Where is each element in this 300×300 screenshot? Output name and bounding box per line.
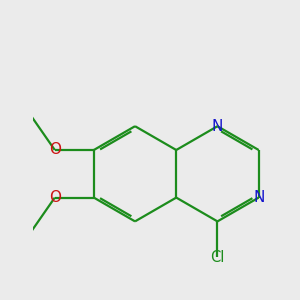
Text: O: O bbox=[49, 142, 61, 158]
Text: O: O bbox=[49, 190, 61, 205]
Text: Cl: Cl bbox=[210, 250, 225, 265]
Text: N: N bbox=[212, 119, 223, 134]
Text: N: N bbox=[253, 190, 264, 205]
